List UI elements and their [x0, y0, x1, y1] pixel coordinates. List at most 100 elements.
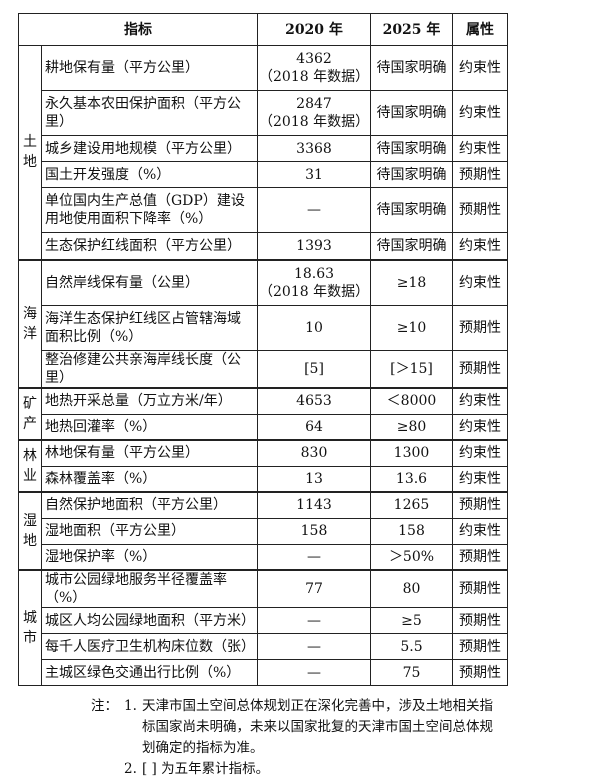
attribute-cell: 预期性	[452, 161, 508, 188]
value-2020-cell: —	[257, 187, 371, 233]
value-2020: 2847	[296, 96, 332, 112]
value-2025-cell: 待国家明确	[370, 90, 453, 136]
value-2020-cell: —	[257, 607, 371, 634]
note-2: 2. [ ] 为五年累计指标。	[74, 759, 504, 780]
indicator-cell: 海洋生态保护红线区占管辖海域面积比例（%）	[41, 305, 258, 351]
value-2020: 4362	[296, 51, 332, 67]
category-cell: 林业	[18, 439, 42, 493]
value-2020: 31	[305, 166, 323, 183]
value-2020: 1143	[296, 497, 332, 514]
attribute-cell: 约束性	[452, 258, 508, 306]
attribute-cell: 预期性	[452, 305, 508, 351]
value-2020: 1393	[296, 237, 332, 254]
value-2025-cell: ≥5	[370, 607, 453, 634]
value-2020: 77	[305, 581, 323, 597]
indicator-cell: 整治修建公共亲海岸线长度（公里）	[41, 350, 258, 389]
value-2025-cell: 13.6	[370, 465, 453, 493]
value-2025-cell: ＜8000	[370, 387, 453, 415]
table-body: 土地耕地保有量（平方公里） 4362 （2018 年数据） 待国家明确 约束性 永久基本农…	[18, 45, 508, 686]
table-row: 永久基本农田保护面积（平方公里） 2847 （2018 年数据） 待国家明确 约束性	[19, 90, 508, 136]
indicator-cell: 每千人医疗卫生机构床位数（张）	[41, 633, 258, 660]
table-row: 城区人均公园绿地面积（平方米） — ≥5 预期性	[19, 607, 508, 634]
table-row: 森林覆盖率（%） 13 13.6 约束性	[19, 465, 508, 493]
value-2020: 4653	[296, 393, 332, 410]
header-2020: 2020 年	[257, 13, 371, 46]
value-2025-cell: 待国家明确	[370, 232, 453, 260]
indicator-cell: 永久基本农田保护面积（平方公里）	[41, 90, 258, 136]
value-2020-cell: —	[257, 633, 371, 660]
attribute-cell: 预期性	[452, 543, 508, 571]
note-1: 注： 1. 天津市国土空间总体规划正在深化完善中，涉及土地相关指标国家尚未明确，…	[74, 696, 504, 759]
value-2025-cell: ＞50%	[370, 543, 453, 571]
table-row: 海洋自然岸线保有量（公里） 18.63 （2018 年数据） ≥18 约束性	[18, 258, 508, 389]
value-2025-cell: ≥10	[370, 305, 453, 351]
value-2020-cell: 64	[257, 413, 371, 441]
table-row: 海洋生态保护红线区占管辖海域面积比例（%） 10 ≥10 预期性	[19, 305, 508, 351]
value-2025-cell: 158	[370, 517, 453, 545]
value-2020: 10	[305, 320, 323, 336]
value-2020-cell: [5]	[257, 350, 371, 389]
notes-label-spacer	[74, 759, 124, 780]
indicator-cell: 林地保有量（平方公里）	[41, 439, 258, 467]
value-2025-cell: 5.5	[370, 633, 453, 660]
value-2020-cell: 1393	[257, 232, 371, 260]
value-2020: 13	[305, 470, 323, 487]
table-row: 城乡建设用地规模（平方公里） 3368 待国家明确 约束性	[19, 135, 508, 162]
attribute-cell: 约束性	[452, 387, 508, 415]
table-row: 主城区绿色交通出行比例（%） — 75 预期性	[19, 659, 508, 686]
value-2020-cell: 4653	[257, 387, 371, 415]
value-2025-cell: 待国家明确	[370, 187, 453, 233]
value-2025-cell: 75	[370, 659, 453, 686]
attribute-cell: 预期性	[452, 659, 508, 686]
value-2020-cell: 31	[257, 161, 371, 188]
header-attribute: 属性	[452, 13, 508, 46]
notes: 注： 1. 天津市国土空间总体规划正在深化完善中，涉及土地相关指标国家尚未明确，…	[74, 696, 504, 780]
header-indicator: 指标	[18, 13, 258, 46]
value-2020: 18.63	[293, 265, 335, 282]
note-text: 天津市国土空间总体规划正在深化完善中，涉及土地相关指标国家尚未明确，未来以国家批…	[142, 698, 493, 756]
attribute-cell: 预期性	[452, 633, 508, 660]
indicator-cell: 城乡建设用地规模（平方公里）	[41, 135, 258, 162]
indicator-cell: 自然保护地面积（平方公里）	[41, 491, 258, 519]
indicator-cell: 湿地面积（平方公里）	[41, 517, 258, 545]
value-2020: 158	[300, 523, 328, 539]
indicator-cell: 自然岸线保有量（公里）	[41, 258, 258, 306]
value-2025-cell: 1300	[370, 439, 453, 467]
value-2025-cell: 80	[370, 569, 453, 608]
attribute-cell: 预期性	[452, 491, 508, 519]
value-2020-cell: 18.63 （2018 年数据）	[257, 258, 371, 306]
value-2020: [5]	[304, 361, 324, 377]
table-row: 矿产地热开采总量（万立方米/年） 4653 ＜8000 约束性	[18, 387, 508, 441]
category-cell: 海洋	[18, 258, 42, 389]
value-2025-cell: ≥18	[370, 258, 453, 306]
value-2020: —	[307, 664, 321, 681]
indicator-cell: 耕地保有量（平方公里）	[41, 45, 258, 91]
attribute-cell: 约束性	[452, 232, 508, 260]
indicator-table: 指标 2020 年 2025 年 属性 土地耕地保有量（平方公里） 4362 （20…	[18, 13, 508, 686]
value-2020: 3368	[296, 140, 332, 157]
category-cell: 城市	[18, 569, 42, 686]
attribute-cell: 预期性	[452, 569, 508, 608]
indicator-cell: 主城区绿色交通出行比例（%）	[41, 659, 258, 686]
indicator-cell: 生态保护红线面积（平方公里）	[41, 232, 258, 260]
value-2020-cell: 4362 （2018 年数据）	[257, 45, 371, 91]
indicator-cell: 单位国内生产总值（GDP）建设用地使用面积下降率（%）	[41, 187, 258, 233]
table-row: 每千人医疗卫生机构床位数（张） — 5.5 预期性	[19, 633, 508, 660]
indicator-cell: 地热开采总量（万立方米/年）	[41, 387, 258, 415]
indicator-cell: 城区人均公园绿地面积（平方米）	[41, 607, 258, 634]
value-2020-note: （2018 年数据）	[259, 114, 370, 130]
value-2020-cell: —	[257, 659, 371, 686]
value-2025-cell: 待国家明确	[370, 135, 453, 162]
table-row: 林业林地保有量（平方公里） 830 1300 约束性	[18, 439, 508, 493]
attribute-cell: 约束性	[452, 413, 508, 441]
value-2025-cell: 待国家明确	[370, 161, 453, 188]
value-2025-cell: [＞15]	[370, 350, 453, 389]
table-row: 湿地面积（平方公里） 158 158 约束性	[19, 517, 508, 545]
indicator-cell: 森林覆盖率（%）	[41, 465, 258, 493]
value-2020-cell: 158	[257, 517, 371, 545]
note-number: 2.	[124, 761, 137, 777]
attribute-cell: 预期性	[452, 187, 508, 233]
value-2020-note: （2018 年数据）	[259, 69, 370, 85]
value-2020-note: （2018 年数据）	[259, 283, 370, 300]
value-2020: —	[307, 612, 321, 629]
